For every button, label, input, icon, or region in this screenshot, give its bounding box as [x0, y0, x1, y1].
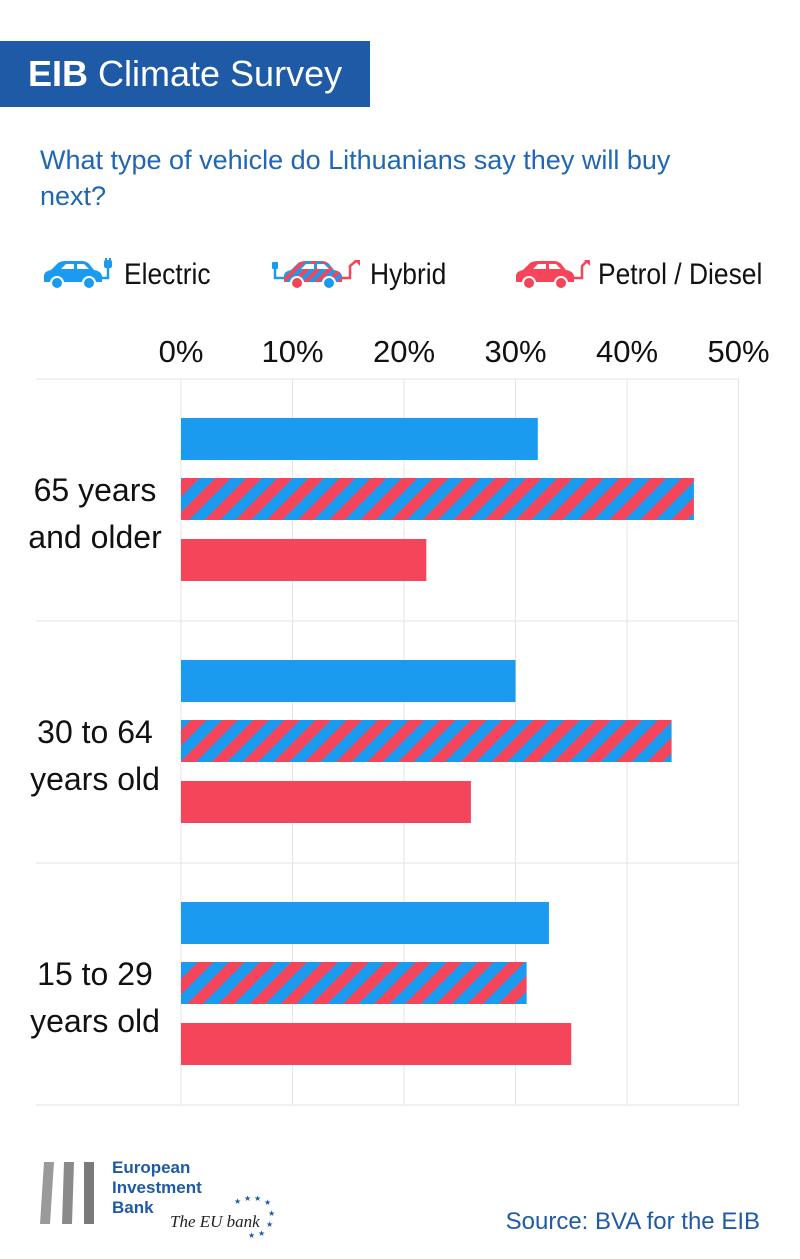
bar-hybrid [181, 478, 694, 520]
svg-text:★: ★ [244, 1196, 251, 1203]
bar-chart: 0% 10% 20% 30% 40% 50% 65 years and older 30 to… [28, 334, 770, 1106]
bar-petrol [181, 1023, 572, 1065]
x-tick-label: 10% [261, 334, 323, 369]
x-tick-label: 40% [596, 334, 658, 369]
category-label: and older [28, 519, 162, 555]
category-label: years old [30, 1003, 160, 1039]
chart-question: What type of vehicle do Lithuanians say … [40, 145, 671, 211]
legend-item-hybrid: Hybrid [270, 253, 457, 297]
legend-item-petrol: Petrol / Diesel [512, 253, 785, 297]
eib-tagline: The EU bank [170, 1212, 260, 1231]
bar-electric [181, 418, 538, 460]
logo-line-2: Investment [112, 1178, 202, 1197]
electric-car-icon [44, 258, 112, 290]
category-label: 30 to 64 [37, 714, 153, 750]
svg-text:★: ★ [258, 1229, 265, 1238]
x-tick-label: 30% [484, 334, 546, 369]
svg-text:★: ★ [266, 1220, 273, 1229]
legend-label-hybrid: Hybrid [370, 258, 447, 291]
x-tick-label: 0% [159, 334, 204, 369]
source-note: Source: BVA for the EIB [505, 1208, 760, 1235]
legend-item-electric: Electric [40, 253, 222, 297]
x-tick-label: 50% [707, 334, 769, 369]
svg-text:★: ★ [254, 1196, 261, 1203]
chart-legend: Electric Hybrid [0, 253, 800, 297]
legend-label-electric: Electric [124, 258, 211, 291]
brand-name: EIB [28, 53, 89, 94]
bar-hybrid [181, 720, 672, 762]
hybrid-car-icon [272, 260, 360, 290]
bar-electric [181, 660, 516, 702]
bar-petrol [181, 781, 471, 823]
legend-label-petrol: Petrol / Diesel [598, 258, 763, 291]
category-label: years old [30, 761, 160, 797]
svg-text:★: ★ [264, 1198, 271, 1207]
bar-hybrid [181, 962, 527, 1004]
eib-logo-icon [40, 1162, 94, 1224]
svg-text:★: ★ [248, 1231, 255, 1240]
petrol-car-icon [516, 260, 590, 290]
title-banner: EIB Climate Survey [0, 41, 370, 107]
category-label: 15 to 29 [37, 956, 153, 992]
svg-text:★: ★ [268, 1209, 275, 1218]
bar-petrol [181, 539, 427, 581]
svg-text:★: ★ [234, 1197, 241, 1206]
bar-electric [181, 902, 549, 944]
logo-line-3: Bank [112, 1198, 154, 1217]
x-tick-label: 20% [373, 334, 435, 369]
eib-logo-text: European Investment Bank [112, 1158, 202, 1218]
logo-line-1: European [112, 1158, 191, 1177]
page-title: Climate Survey [98, 53, 343, 94]
eu-stars-icon: ★ ★ ★ ★★★ ★★ [234, 1196, 275, 1240]
category-label: 65 years [34, 472, 157, 508]
